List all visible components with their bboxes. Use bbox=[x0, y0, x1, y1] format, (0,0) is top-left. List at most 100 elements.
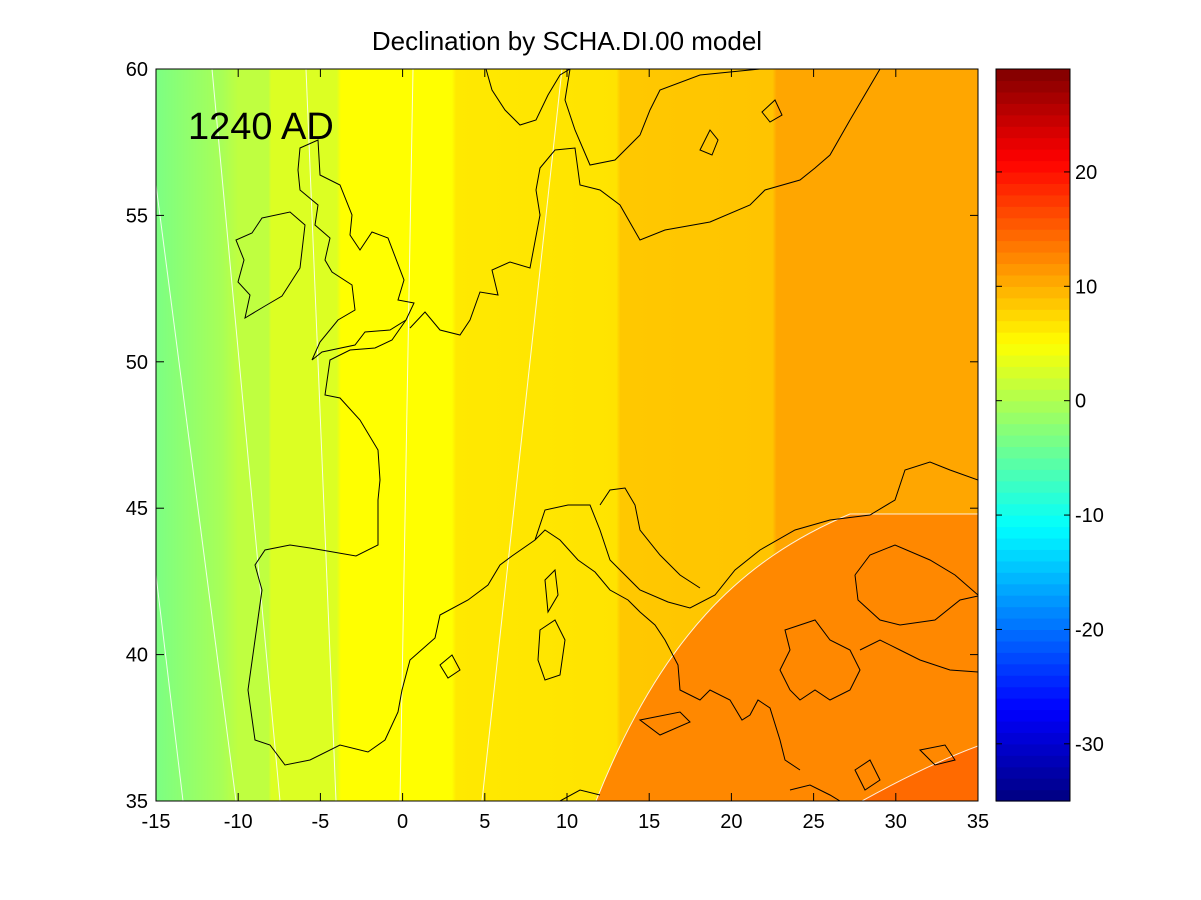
colorbar-swatch bbox=[996, 252, 1070, 265]
colorbar-swatch bbox=[996, 743, 1070, 756]
colorbar-swatch bbox=[996, 240, 1070, 253]
x-axis: -15 -10 -5 0 5 10 15 20 25 30 35 bbox=[142, 69, 989, 833]
x-tick-label: 35 bbox=[967, 811, 989, 833]
colorbar-swatch bbox=[996, 606, 1070, 619]
colorbar-axis: 20 10 0 -10 -20 -30 bbox=[996, 162, 1104, 756]
y-tick-label: 50 bbox=[126, 352, 148, 374]
colorbar-swatch bbox=[996, 137, 1070, 150]
colorbar-swatch bbox=[996, 114, 1070, 127]
x-tick-label: 5 bbox=[479, 811, 490, 833]
colorbar-swatch bbox=[996, 377, 1070, 390]
colorbar-swatch bbox=[996, 297, 1070, 310]
colorbar-swatch bbox=[996, 732, 1070, 745]
y-tick-label: 55 bbox=[126, 205, 148, 227]
declination-band-12-14 bbox=[862, 746, 978, 801]
plot-area bbox=[156, 69, 978, 801]
x-tick-label: -15 bbox=[142, 811, 171, 833]
colorbar-swatch bbox=[996, 149, 1070, 162]
colorbar-tick-label: -10 bbox=[1075, 505, 1104, 527]
y-tick-label: 35 bbox=[126, 791, 148, 813]
coastline-adriatic-balkans bbox=[534, 461, 978, 609]
coastline-sicily bbox=[638, 711, 691, 736]
colorbar-swatch bbox=[996, 766, 1070, 779]
colorbar-swatch bbox=[996, 503, 1070, 516]
colorbar-swatch bbox=[996, 320, 1070, 333]
coastline-turkey-west bbox=[859, 639, 978, 673]
coastline-ireland bbox=[235, 211, 306, 320]
colorbar-swatch bbox=[996, 457, 1070, 470]
y-tick-label: 60 bbox=[126, 59, 148, 81]
colorbar-swatch bbox=[996, 560, 1070, 573]
colorbar-swatch bbox=[996, 126, 1070, 139]
y-tick-label: 40 bbox=[126, 645, 148, 667]
colorbar-swatch bbox=[996, 309, 1070, 322]
colorbar-tick-label: -20 bbox=[1075, 619, 1104, 641]
colorbar-swatch bbox=[996, 435, 1070, 448]
contour-line bbox=[156, 184, 237, 801]
colorbar-swatch bbox=[996, 526, 1070, 539]
coastline-italy-east bbox=[599, 487, 701, 589]
contour-line bbox=[305, 69, 337, 801]
colorbar-swatch bbox=[996, 640, 1070, 653]
coastline-corsica bbox=[544, 568, 559, 614]
colorbar-swatch bbox=[996, 492, 1070, 505]
colorbar-swatch bbox=[996, 160, 1070, 173]
coastline-turkey-north bbox=[854, 574, 978, 626]
coastline-iberia-france-italy bbox=[247, 319, 801, 771]
colorbar-swatch bbox=[996, 332, 1070, 345]
coastline-north-sea-baltic bbox=[409, 69, 881, 336]
y-tick-label: 45 bbox=[126, 498, 148, 520]
coastline-black-sea-west bbox=[854, 544, 978, 596]
colorbar-swatch bbox=[996, 343, 1070, 356]
contour-line bbox=[211, 69, 281, 801]
colorbar-swatch bbox=[996, 91, 1070, 104]
contour-line bbox=[399, 69, 414, 801]
colorbar-swatch bbox=[996, 515, 1070, 528]
colorbar-swatch bbox=[996, 206, 1070, 219]
colorbar-swatch bbox=[996, 446, 1070, 459]
coastline-island bbox=[918, 744, 956, 766]
colorbar-frame bbox=[995, 68, 1071, 802]
colorbar-tick-label: 10 bbox=[1075, 276, 1097, 298]
colorbar bbox=[996, 69, 1070, 802]
contour-line bbox=[156, 574, 184, 801]
coastline-island bbox=[761, 99, 783, 123]
x-tick-label: -10 bbox=[224, 811, 253, 833]
coastline-north-africa-east bbox=[789, 784, 841, 801]
colorbar-swatch bbox=[996, 389, 1070, 402]
colorbar-swatch bbox=[996, 171, 1070, 184]
colorbar-swatch bbox=[996, 274, 1070, 287]
coastline-crete bbox=[854, 759, 881, 791]
contour-line bbox=[861, 745, 978, 801]
coastline-sardinia bbox=[537, 619, 566, 681]
contour-line bbox=[595, 513, 978, 801]
colorbar-swatch bbox=[996, 789, 1070, 802]
x-tick-label: 0 bbox=[397, 811, 408, 833]
coastline-greece bbox=[779, 619, 861, 701]
x-tick-label: 30 bbox=[885, 811, 907, 833]
colorbar-swatch bbox=[996, 595, 1070, 608]
colorbar-swatch bbox=[996, 778, 1070, 791]
colorbar-swatch bbox=[996, 469, 1070, 482]
colorbar-swatch bbox=[996, 480, 1070, 493]
year-annotation: 1240 AD bbox=[188, 106, 334, 148]
x-tick-label: 25 bbox=[802, 811, 824, 833]
coastline-baltic-sweden bbox=[564, 69, 761, 166]
colorbar-swatch bbox=[996, 354, 1070, 367]
colorbar-swatch bbox=[996, 675, 1070, 688]
colorbar-swatch bbox=[996, 103, 1070, 116]
colorbar-swatch bbox=[996, 69, 1070, 82]
colorbar-swatch bbox=[996, 709, 1070, 722]
colorbar-swatch bbox=[996, 217, 1070, 230]
colorbar-swatch bbox=[996, 423, 1070, 436]
colorbar-swatch bbox=[996, 400, 1070, 413]
colorbar-swatch bbox=[996, 652, 1070, 665]
colorbar-swatch bbox=[996, 194, 1070, 207]
y-axis: 35 40 45 50 55 60 bbox=[126, 59, 978, 813]
x-tick-label: -5 bbox=[312, 811, 330, 833]
colorbar-swatch bbox=[996, 549, 1070, 562]
colorbar-tick-label: -30 bbox=[1075, 734, 1104, 756]
colorbar-swatch bbox=[996, 366, 1070, 379]
declination-band-10-12 bbox=[596, 514, 978, 801]
